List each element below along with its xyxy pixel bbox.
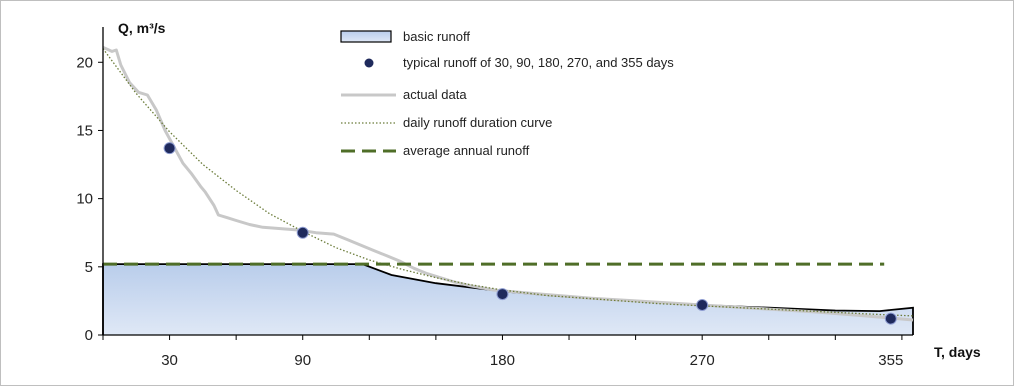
legend-label-typical-runoff: typical runoff of 30, 90, 180, 270, and … xyxy=(403,55,674,70)
typical-runoff-point-90 xyxy=(296,226,309,239)
x-tick-label: 180 xyxy=(490,352,515,369)
legend-label-average-annual: average annual runoff xyxy=(403,143,530,158)
x-tick-label: 355 xyxy=(878,352,903,369)
legend: basic runoff typical runoff of 30, 90, 1… xyxy=(340,29,674,158)
legend-label-actual-data: actual data xyxy=(403,87,467,102)
x-axis-title: T, days xyxy=(934,344,981,360)
points-layer xyxy=(163,142,897,325)
daily-runoff-duration-curve-line xyxy=(102,48,914,317)
y-axis-title: Q, m³/s xyxy=(118,20,166,36)
y-tick-label: 20 xyxy=(76,54,93,71)
y-tick-label: 10 xyxy=(76,191,93,208)
legend-label-basic-runoff: basic runoff xyxy=(403,29,470,44)
actual-data-line xyxy=(102,45,914,322)
x-tick-label: 90 xyxy=(294,352,311,369)
y-tick-label: 15 xyxy=(76,122,93,139)
legend-swatch-basic-runoff xyxy=(340,30,392,43)
basic-runoff-area xyxy=(103,264,913,335)
x-tick-label: 270 xyxy=(690,352,715,369)
typical-runoff-point-270 xyxy=(696,299,709,311)
basic-runoff-area-layer xyxy=(102,263,914,335)
x-tick-label: 30 xyxy=(161,352,178,369)
legend-label-duration-curve: daily runoff duration curve xyxy=(403,115,552,130)
axes-layer: 0 5 10 15 20 30 90 180 270 355 xyxy=(76,27,913,369)
legend-swatch-typical-runoff xyxy=(364,58,374,68)
y-tick-label: 5 xyxy=(85,259,93,276)
lines-layer xyxy=(102,45,914,322)
typical-runoff-point-355 xyxy=(884,312,897,325)
y-tick-label: 0 xyxy=(85,327,93,344)
typical-runoff-point-30 xyxy=(163,142,176,155)
typical-runoff-point-180 xyxy=(496,288,509,301)
